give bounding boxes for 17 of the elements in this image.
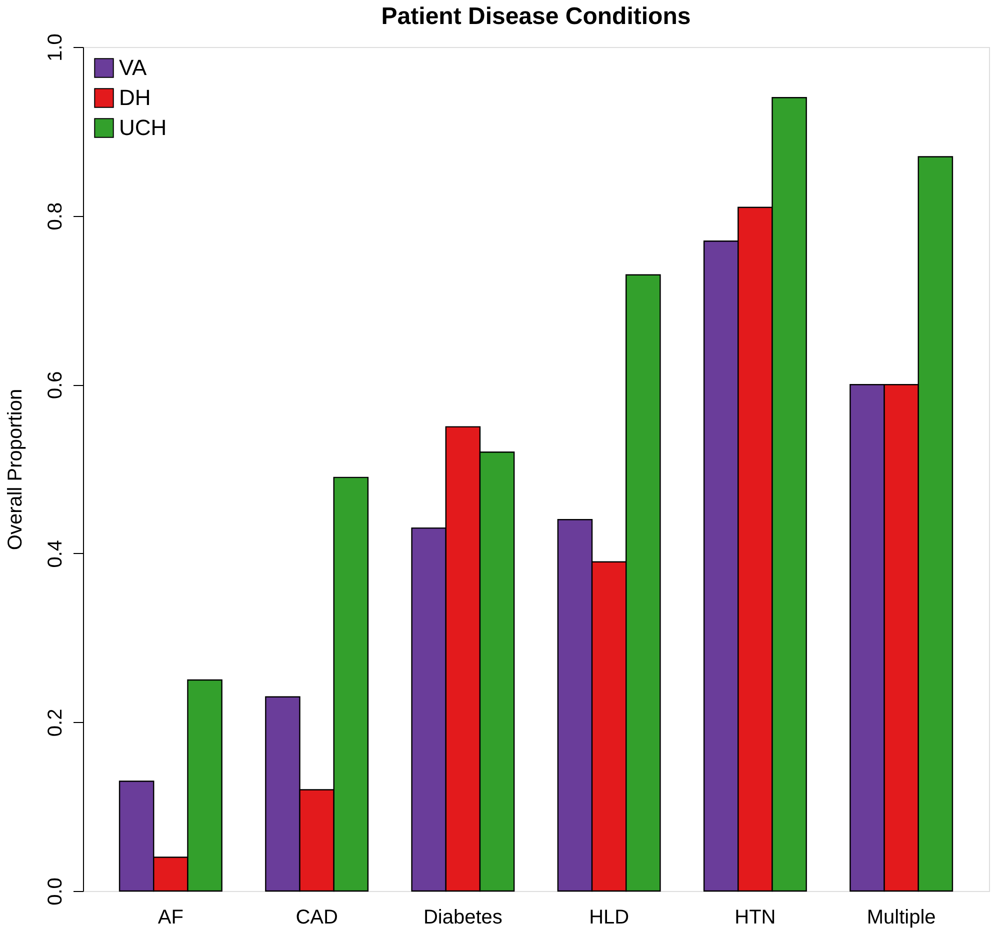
y-tick-label: 1.0	[44, 34, 66, 62]
x-tick-label: Multiple	[866, 906, 936, 928]
x-tick-label: HTN	[734, 906, 776, 928]
y-axis-title: Overall Proportion	[4, 388, 26, 550]
x-tick-label: CAD	[296, 906, 338, 928]
legend-label: UCH	[119, 115, 167, 140]
x-tick-label: Diabetes	[423, 906, 502, 928]
x-tick-label: HLD	[589, 906, 630, 928]
legend-label: VA	[119, 55, 148, 80]
y-tick-label: 0.4	[44, 540, 66, 568]
legend-label: DH	[119, 85, 151, 110]
x-tick-label: AF	[158, 906, 184, 928]
y-tick-label: 0.6	[44, 371, 66, 400]
y-tick-label: 0.2	[44, 708, 66, 737]
chart-title: Patient Disease Conditions	[381, 3, 691, 30]
y-tick-label: 0.0	[44, 878, 66, 906]
y-tick-label: 0.8	[44, 202, 66, 230]
